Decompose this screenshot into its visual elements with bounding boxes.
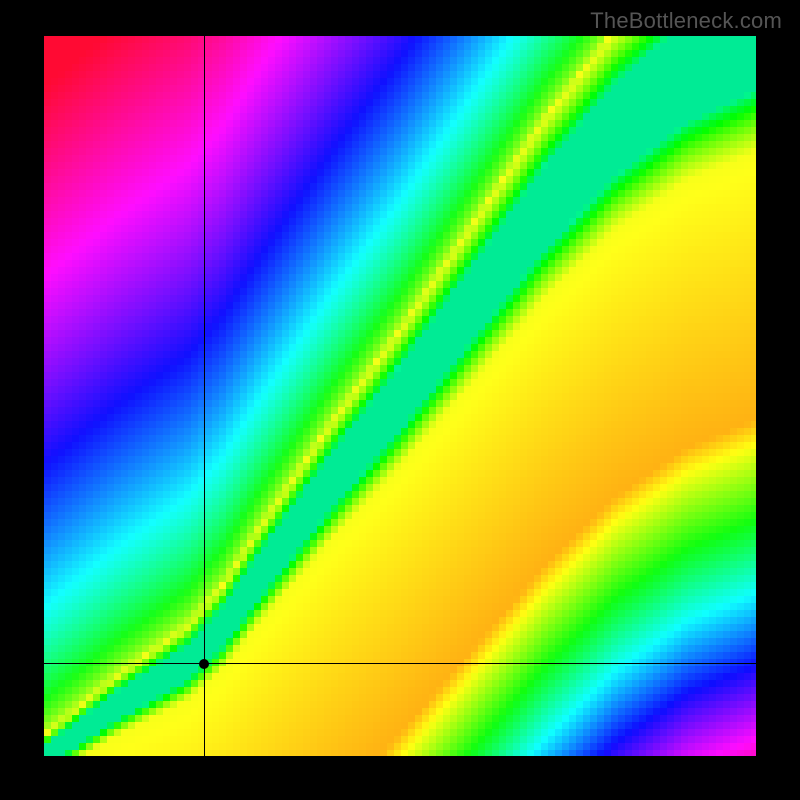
watermark-text: TheBottleneck.com: [590, 8, 782, 34]
heatmap-canvas: [44, 36, 756, 756]
heatmap-plot: [44, 36, 756, 756]
